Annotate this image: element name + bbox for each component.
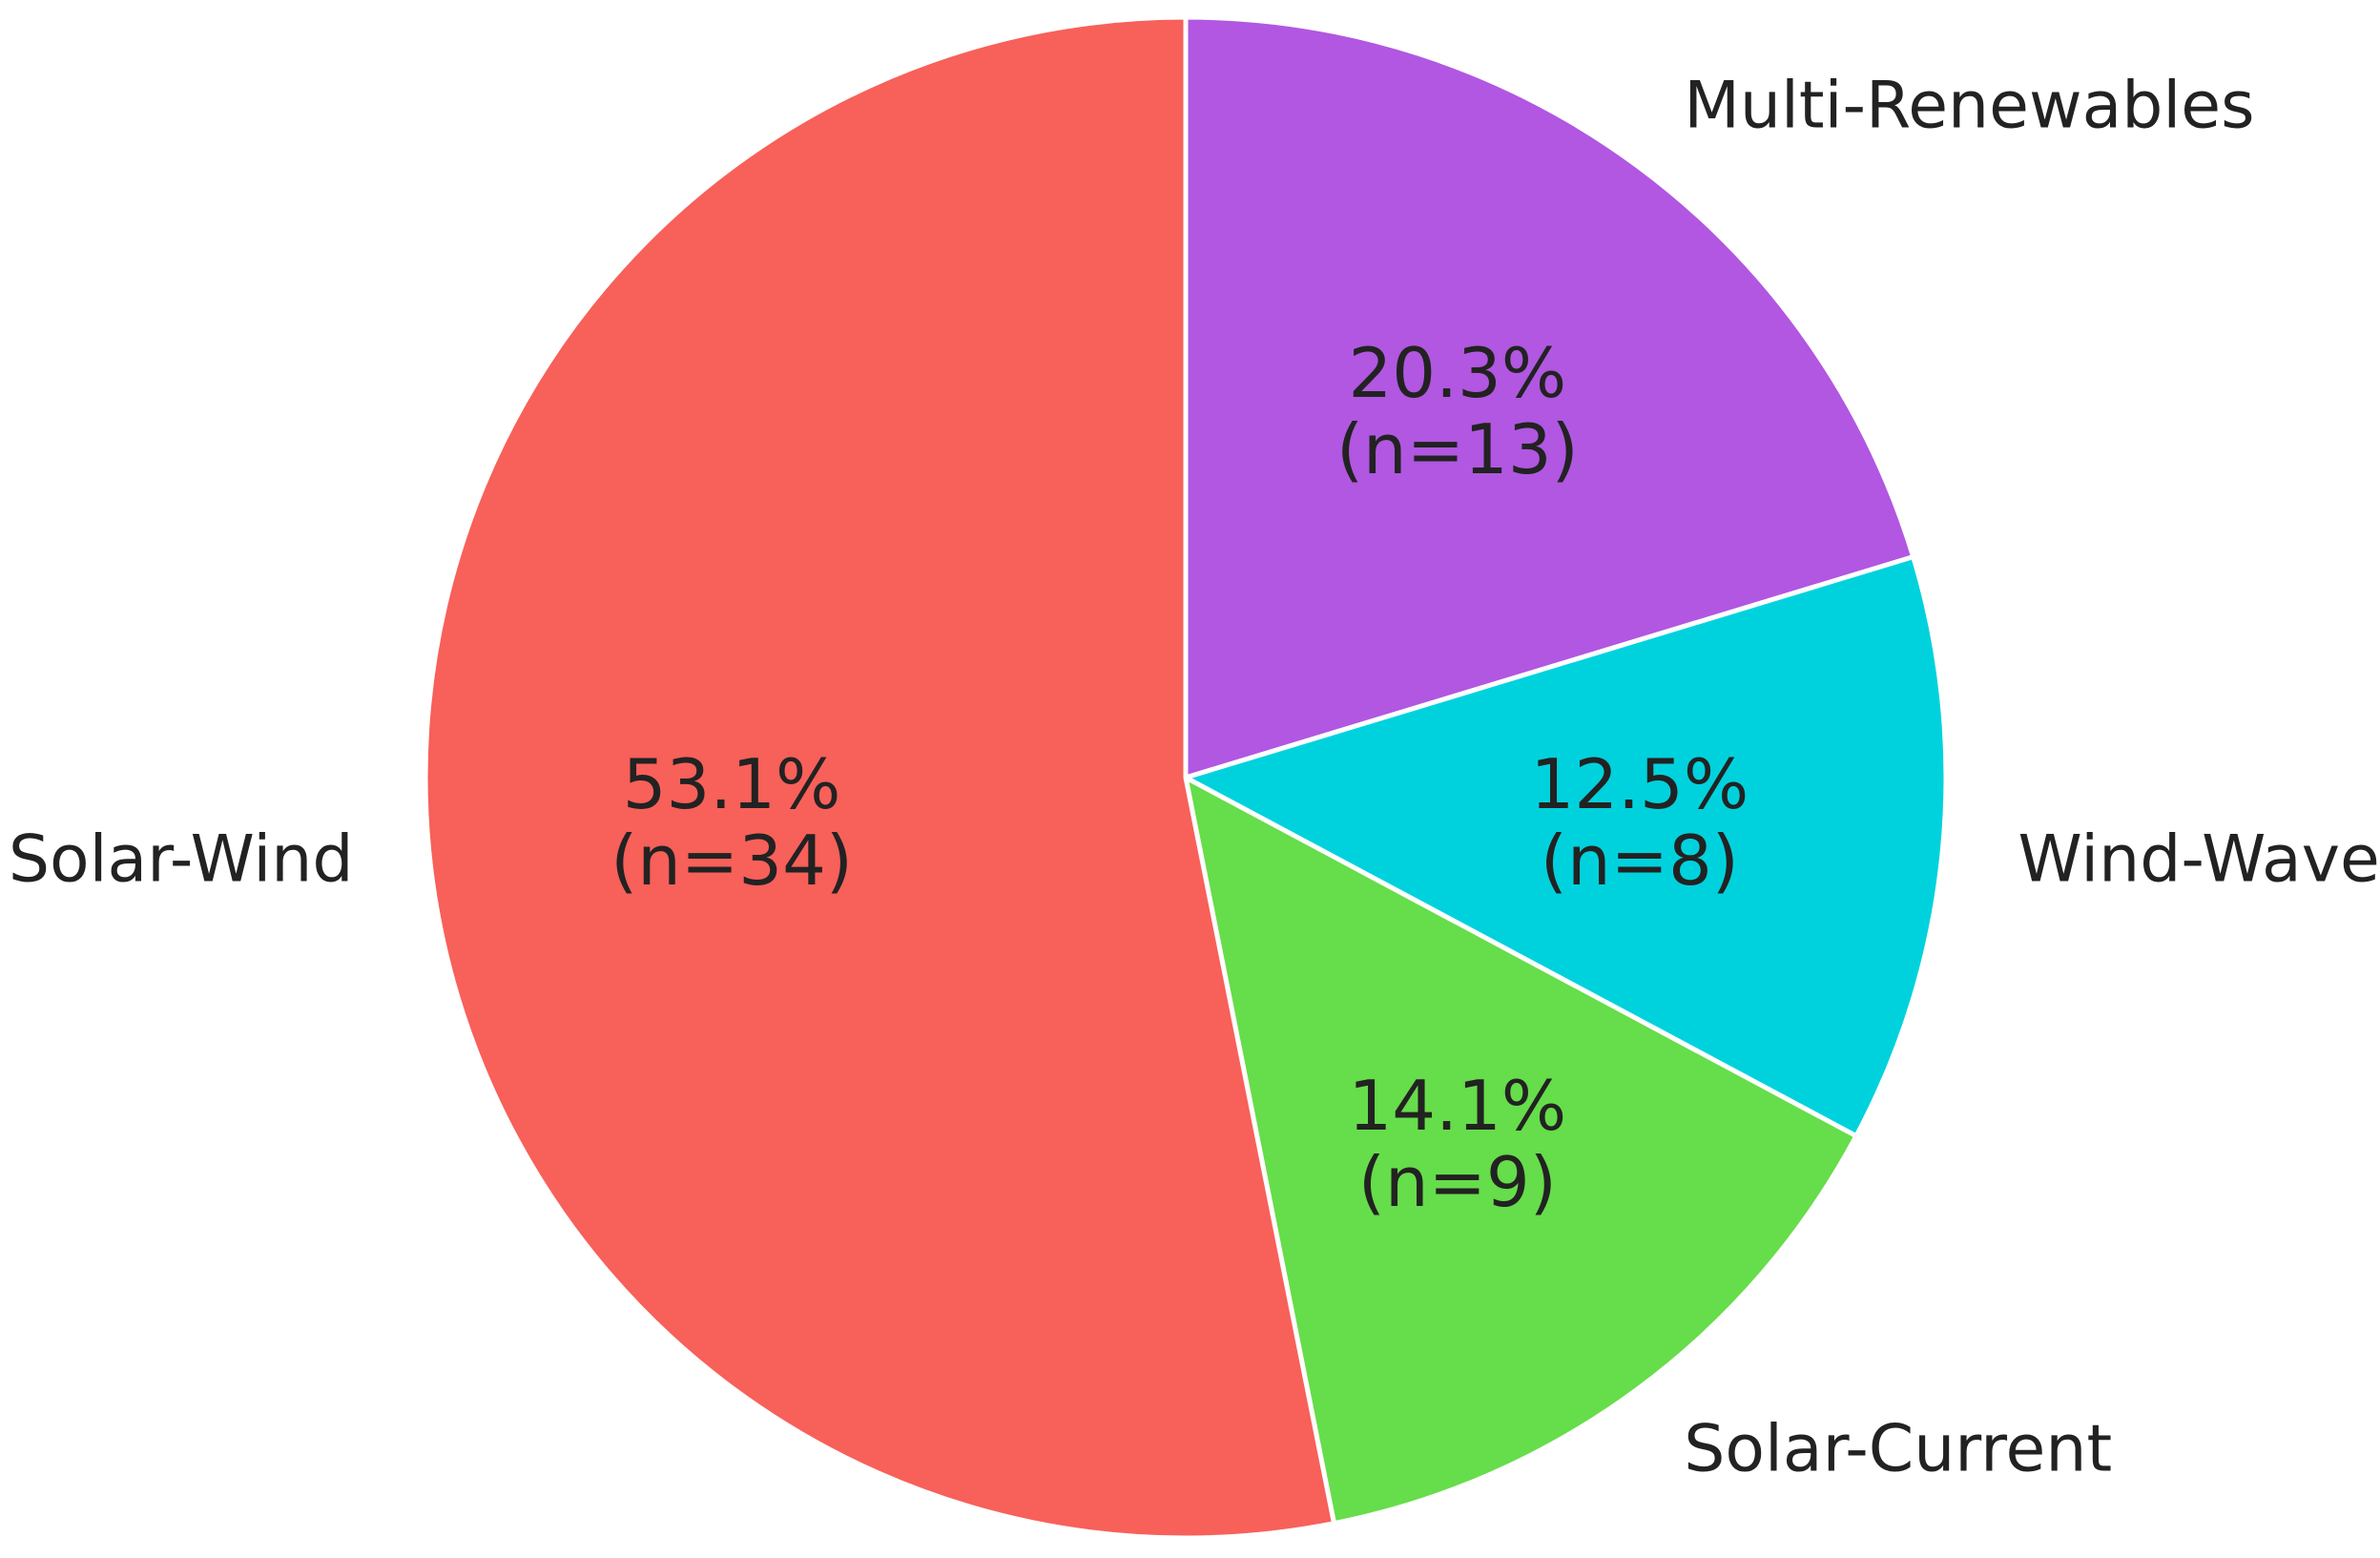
count-label-solar-current: (n=9) bbox=[1358, 1142, 1557, 1222]
pie-slice-solar-wind bbox=[423, 14, 1336, 1541]
value-labels: 20.3%(n=13) 12.5%(n=8) 14.1%(n=9) 53.1%(n=3… bbox=[611, 333, 1749, 1222]
count-label-wind-wave: (n=8) bbox=[1541, 821, 1739, 901]
category-labels: Multi-Renewables Wind-Wave Solar-Current So… bbox=[9, 68, 2380, 1486]
pie-slice-wind-wave bbox=[1183, 554, 1949, 1139]
percent-label-wind-wave: 12.5% bbox=[1531, 744, 1749, 824]
category-label-multi-renewables: Multi-Renewables bbox=[1684, 68, 2254, 143]
category-label-wind-wave: Wind-Wave bbox=[2018, 821, 2379, 897]
count-label-multi-renewables: (n=13) bbox=[1336, 409, 1579, 489]
count-label-solar-wind: (n=34) bbox=[611, 821, 853, 901]
pie-slice-solar-current bbox=[1183, 775, 1859, 1527]
percent-label-solar-current: 14.1% bbox=[1348, 1066, 1566, 1146]
pie-slices bbox=[423, 14, 1949, 1541]
percent-label-solar-wind: 53.1% bbox=[623, 744, 841, 824]
category-label-solar-current: Solar-Current bbox=[1684, 1412, 2112, 1487]
pie-slice-multi-renewables bbox=[1183, 14, 1916, 780]
percent-label-multi-renewables: 20.3% bbox=[1348, 333, 1566, 413]
category-label-solar-wind: Solar-Wind bbox=[9, 821, 354, 897]
